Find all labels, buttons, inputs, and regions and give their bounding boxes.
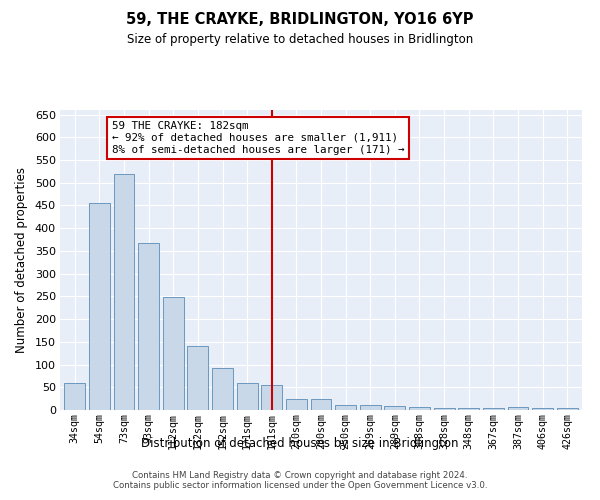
Bar: [508, 407, 529, 410]
Bar: [89, 203, 110, 410]
Bar: [113, 174, 134, 410]
Text: Contains HM Land Registry data © Crown copyright and database right 2024.
Contai: Contains HM Land Registry data © Crown c…: [113, 470, 487, 490]
Bar: [286, 398, 307, 410]
Bar: [212, 368, 233, 410]
Bar: [335, 404, 356, 410]
Text: Distribution of detached houses by size in Bridlington: Distribution of detached houses by size …: [141, 438, 459, 450]
Y-axis label: Number of detached properties: Number of detached properties: [15, 167, 28, 353]
Bar: [163, 298, 184, 410]
Bar: [187, 346, 208, 410]
Bar: [483, 408, 504, 410]
Bar: [385, 406, 406, 410]
Bar: [434, 408, 455, 410]
Bar: [532, 408, 553, 410]
Bar: [360, 404, 381, 410]
Bar: [311, 398, 331, 410]
Bar: [557, 408, 578, 410]
Bar: [458, 408, 479, 410]
Bar: [236, 382, 257, 410]
Text: 59, THE CRAYKE, BRIDLINGTON, YO16 6YP: 59, THE CRAYKE, BRIDLINGTON, YO16 6YP: [126, 12, 474, 28]
Bar: [409, 407, 430, 410]
Bar: [138, 242, 159, 410]
Text: 59 THE CRAYKE: 182sqm
← 92% of detached houses are smaller (1,911)
8% of semi-de: 59 THE CRAYKE: 182sqm ← 92% of detached …: [112, 122, 404, 154]
Bar: [261, 385, 282, 410]
Bar: [64, 382, 85, 410]
Text: Size of property relative to detached houses in Bridlington: Size of property relative to detached ho…: [127, 32, 473, 46]
